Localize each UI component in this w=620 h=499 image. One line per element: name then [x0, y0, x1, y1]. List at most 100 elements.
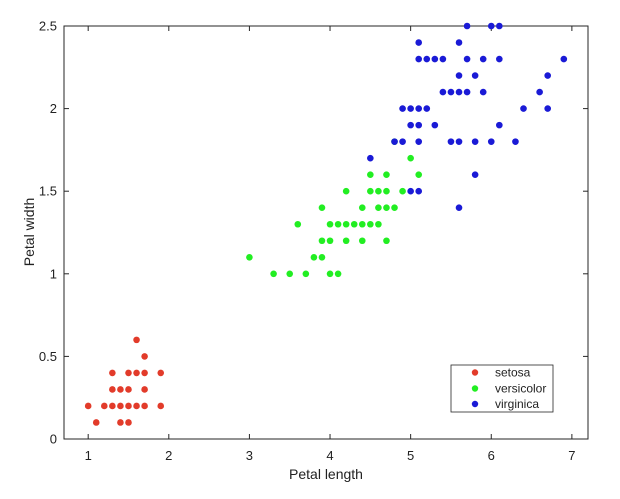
point-versicolor [302, 270, 310, 278]
point-versicolor [391, 204, 398, 212]
point-versicolor [415, 171, 423, 178]
y-tick-label: 2.5 [39, 19, 57, 34]
point-versicolor [318, 204, 326, 212]
point-setosa [125, 386, 132, 393]
point-virginica [431, 55, 439, 63]
point-virginica [415, 55, 423, 63]
point-versicolor [342, 187, 350, 195]
point-virginica [455, 204, 463, 212]
point-virginica [391, 138, 398, 145]
point-virginica [415, 187, 423, 195]
point-versicolor [358, 204, 366, 212]
point-versicolor [375, 220, 382, 228]
y-tick-label: 1.5 [39, 184, 57, 199]
point-virginica [512, 138, 519, 145]
legend-label-virginica: virginica [495, 397, 539, 411]
point-virginica [496, 22, 503, 30]
legend-box [450, 364, 554, 413]
point-versicolor [294, 220, 302, 228]
point-virginica [544, 72, 551, 79]
point-virginica [455, 138, 463, 145]
point-virginica [536, 88, 543, 96]
point-versicolor [342, 237, 350, 245]
point-virginica [407, 105, 414, 112]
point-versicolor [367, 220, 374, 228]
point-versicolor [375, 187, 382, 195]
point-virginica [447, 88, 455, 96]
point-virginica [367, 154, 374, 162]
point-virginica [496, 55, 503, 63]
point-versicolor [246, 253, 253, 261]
point-virginica [544, 105, 551, 112]
point-versicolor [270, 270, 277, 278]
point-virginica [399, 138, 406, 145]
point-virginica [463, 22, 471, 30]
point-virginica [455, 88, 463, 96]
point-virginica [415, 105, 423, 112]
point-virginica [463, 55, 471, 63]
point-virginica [496, 121, 503, 129]
point-versicolor [318, 253, 326, 261]
point-versicolor [383, 171, 390, 178]
point-virginica [407, 187, 414, 195]
point-setosa [117, 419, 124, 426]
point-versicolor [383, 204, 390, 212]
point-versicolor [326, 220, 334, 228]
point-virginica [479, 88, 487, 96]
point-setosa [109, 402, 116, 410]
point-virginica [520, 105, 527, 112]
point-versicolor [375, 204, 382, 212]
x-tick-label: 7 [568, 448, 575, 463]
point-virginica [471, 138, 479, 145]
legend: setosa versicolor virginica [450, 364, 554, 413]
point-versicolor [334, 270, 342, 278]
legend-marker-versicolor [471, 385, 479, 392]
point-virginica [479, 55, 487, 63]
point-versicolor [407, 154, 414, 162]
point-setosa [133, 336, 140, 344]
point-virginica [471, 72, 479, 79]
point-setosa [141, 386, 148, 393]
point-setosa [125, 419, 132, 426]
point-virginica [423, 105, 431, 112]
point-virginica [487, 138, 495, 145]
point-virginica [399, 105, 406, 112]
x-tick-label: 2 [165, 448, 172, 463]
point-versicolor [367, 187, 374, 195]
point-versicolor [383, 187, 390, 195]
point-virginica [455, 39, 463, 46]
point-setosa [92, 419, 100, 426]
point-virginica [415, 121, 423, 129]
point-setosa [109, 369, 116, 377]
point-virginica [407, 121, 414, 129]
point-setosa [84, 402, 92, 410]
point-versicolor [358, 220, 366, 228]
point-virginica [560, 55, 568, 63]
point-virginica [415, 138, 423, 145]
x-tick-label: 1 [85, 448, 92, 463]
y-tick-label: 2 [50, 101, 57, 116]
point-setosa [133, 402, 140, 410]
point-setosa [109, 386, 116, 393]
point-versicolor [358, 237, 366, 245]
x-tick-label: 3 [246, 448, 253, 463]
point-setosa [141, 369, 148, 377]
legend-label-versicolor: versicolor [495, 382, 546, 396]
data-points [84, 22, 568, 426]
y-axis-label: Petal width [21, 198, 37, 266]
point-setosa [101, 402, 108, 410]
point-versicolor [342, 220, 350, 228]
point-setosa [141, 402, 148, 410]
point-versicolor [326, 237, 334, 245]
y-tick-label: 1 [50, 266, 57, 281]
x-tick-label: 5 [407, 448, 414, 463]
legend-marker-virginica [471, 400, 479, 408]
point-virginica [423, 55, 431, 63]
point-virginica [439, 55, 447, 63]
legend-marker-setosa [471, 369, 479, 376]
x-axis-label: Petal length [289, 466, 363, 482]
point-setosa [117, 402, 124, 410]
point-virginica [471, 171, 479, 178]
point-setosa [141, 353, 148, 360]
